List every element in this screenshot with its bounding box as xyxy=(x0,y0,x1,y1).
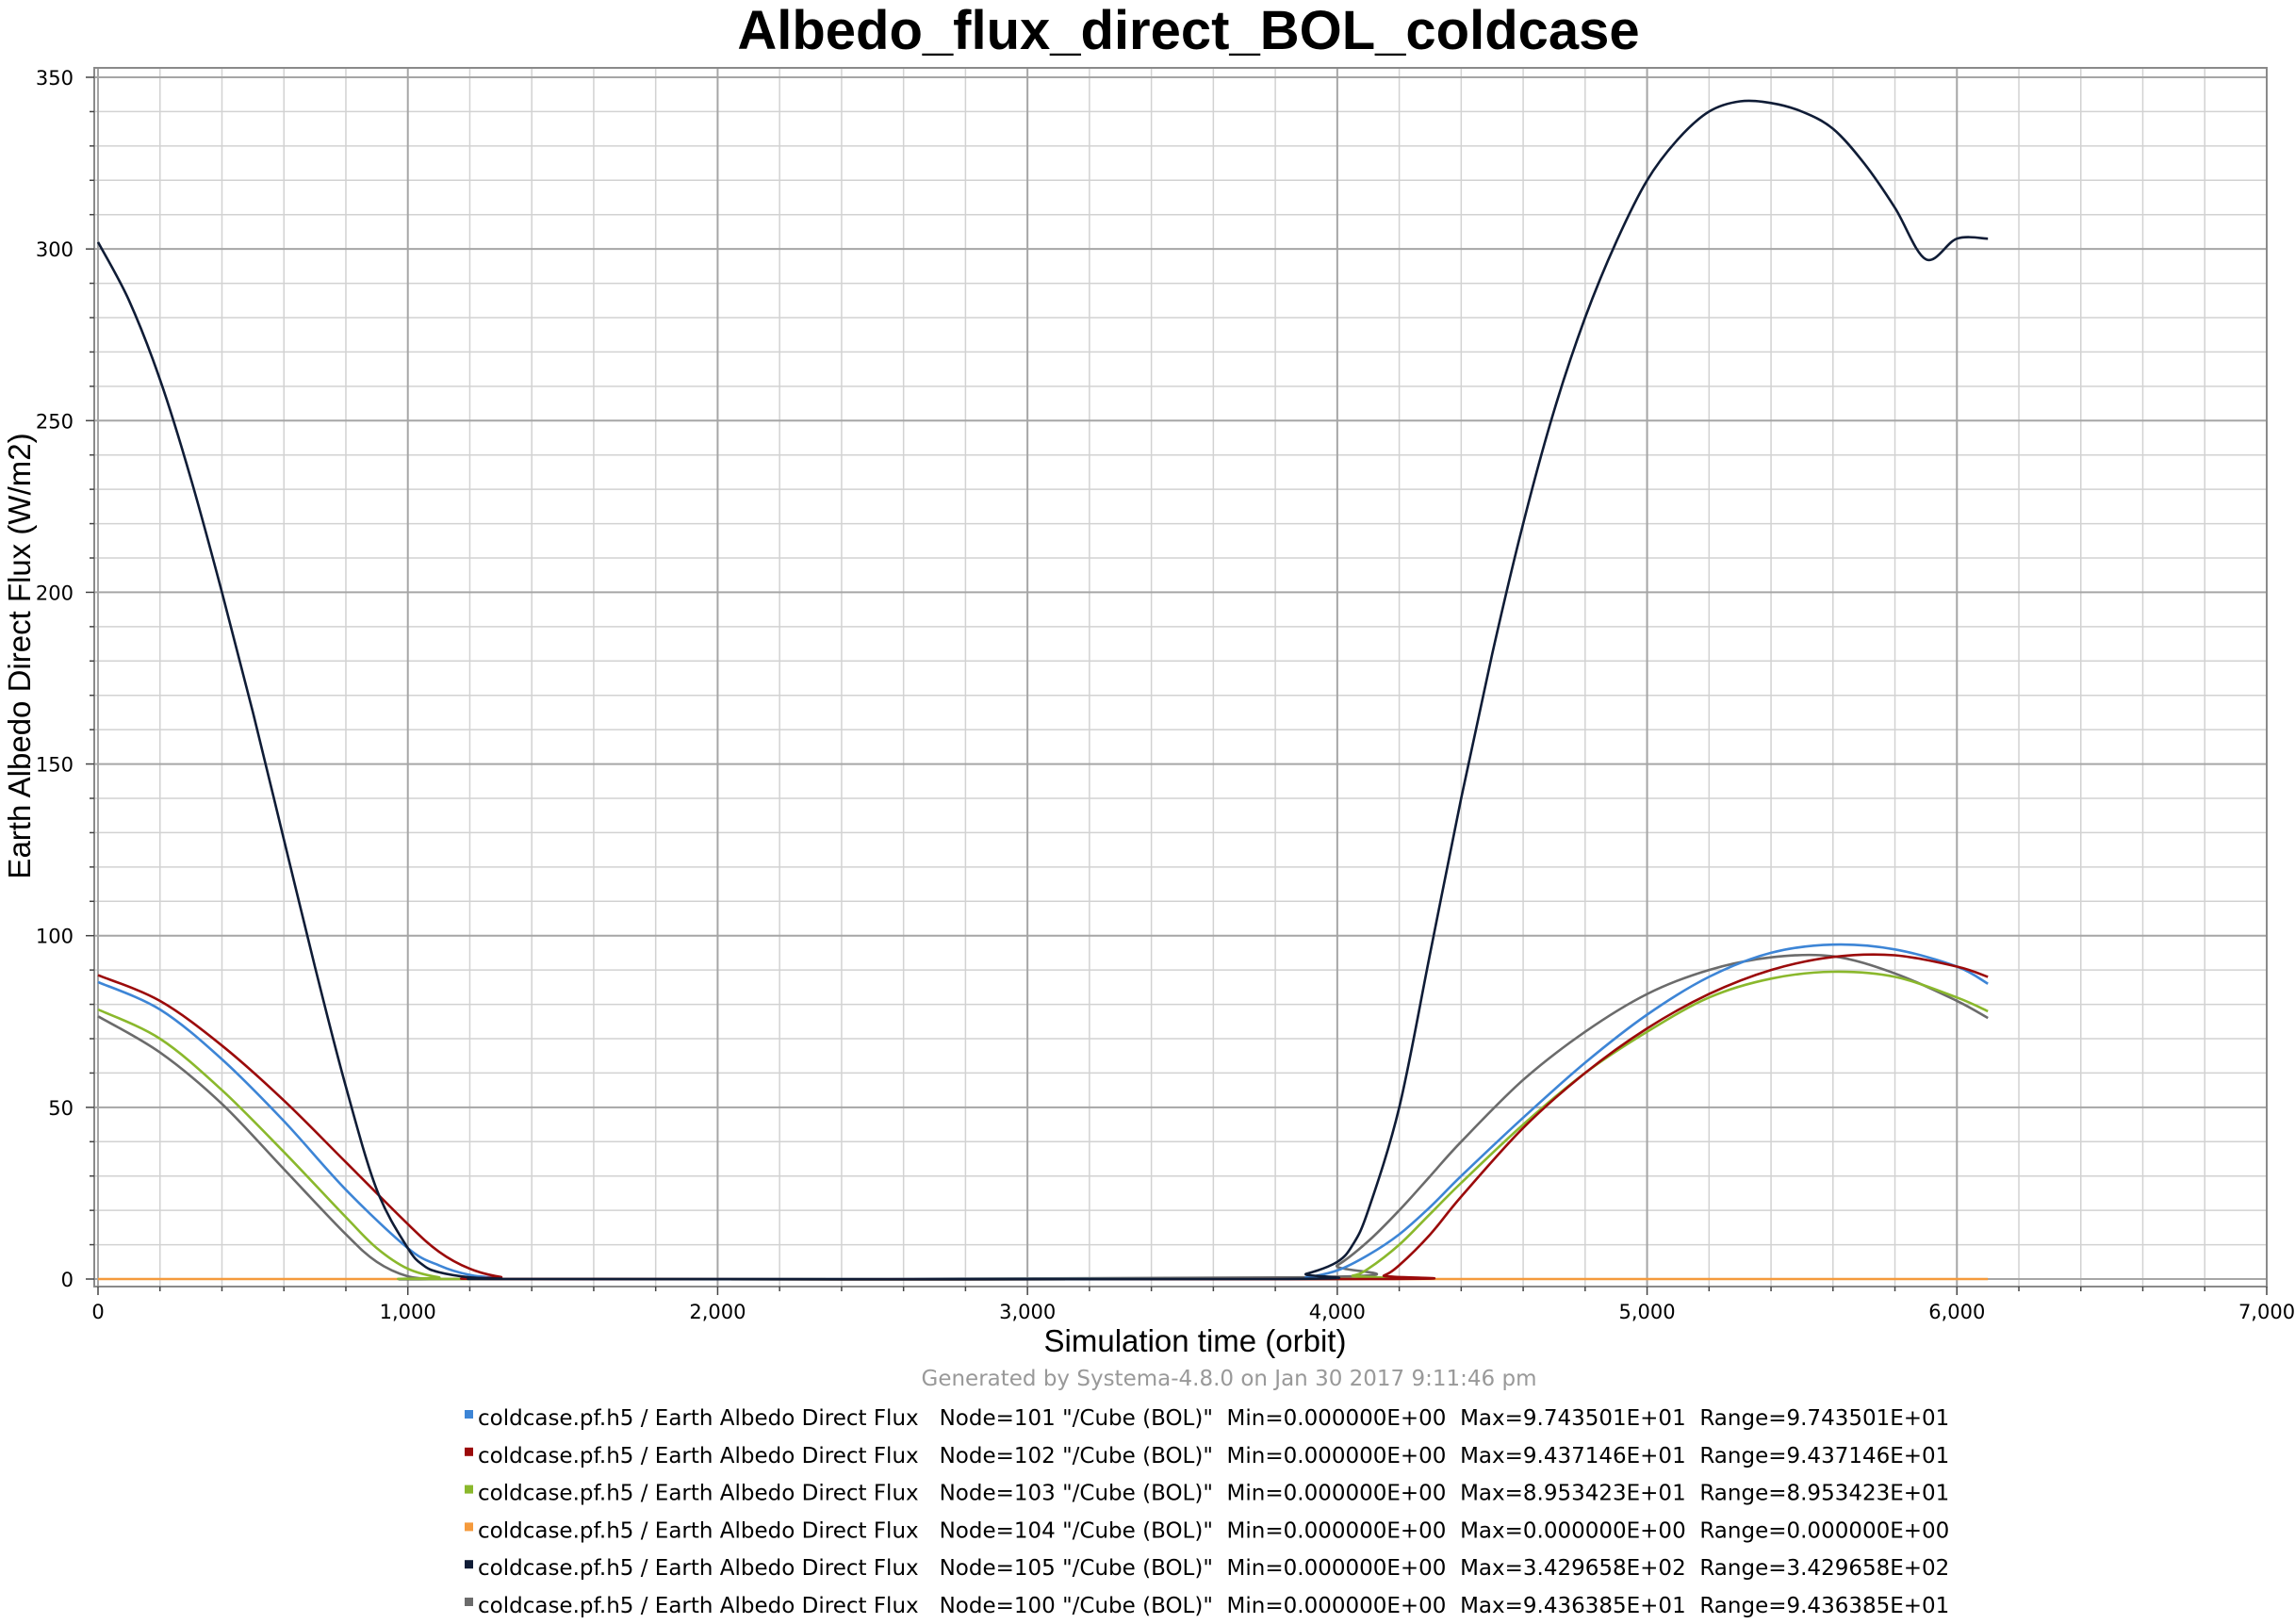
series-line-4 xyxy=(96,99,1989,1281)
legend-swatch xyxy=(465,1598,473,1606)
y-tick-label: 0 xyxy=(61,1269,74,1291)
y-tick-label: 200 xyxy=(36,582,74,604)
y-tick-label: 350 xyxy=(36,67,74,90)
legend-swatch xyxy=(465,1447,473,1456)
legend-entry: coldcase.pf.h5 / Earth Albedo Direct Flu… xyxy=(478,1556,1949,1581)
generated-footer: Generated by Systema-4.8.0 on Jan 30 201… xyxy=(922,1367,1537,1391)
x-tick-labels: 0 1,000 2,000 3,000 4,000 5,000 6,000 7,000 xyxy=(91,1301,2295,1323)
y-tick-label: 100 xyxy=(36,926,74,948)
plot-area-border xyxy=(93,67,2268,1288)
y-tick-label: 150 xyxy=(36,754,74,777)
legend-entry: coldcase.pf.h5 / Earth Albedo Direct Flu… xyxy=(478,1482,1949,1506)
legend-swatch xyxy=(465,1560,473,1569)
legend-swatch xyxy=(465,1485,473,1494)
legend-entry: coldcase.pf.h5 / Earth Albedo Direct Flu… xyxy=(478,1406,1949,1431)
x-tick-label: 0 xyxy=(91,1301,104,1323)
legend-entry: coldcase.pf.h5 / Earth Albedo Direct Flu… xyxy=(478,1444,1949,1468)
y-tick-label: 300 xyxy=(36,238,74,261)
major-gridlines xyxy=(94,68,2268,1287)
series-lines xyxy=(96,99,1989,1281)
x-axis-label: Simulation time (orbit) xyxy=(1044,1323,1347,1358)
x-tick-label: 4,000 xyxy=(1309,1301,1366,1323)
series-line-2 xyxy=(97,970,1989,1281)
x-tick-label: 3,000 xyxy=(999,1301,1056,1323)
legend-swatch xyxy=(465,1522,473,1532)
y-tick-labels: 0 50 100 150 200 250 300 350 xyxy=(36,67,74,1291)
y-tick-label: 250 xyxy=(36,410,74,433)
x-tick-label: 2,000 xyxy=(689,1301,746,1323)
axis-ticks xyxy=(86,76,2268,1295)
legend-entry: coldcase.pf.h5 / Earth Albedo Direct Flu… xyxy=(478,1518,1949,1543)
x-tick-label: 5,000 xyxy=(1619,1301,1676,1323)
x-tick-label: 6,000 xyxy=(1928,1301,1985,1323)
x-tick-label: 1,000 xyxy=(380,1301,436,1323)
x-tick-label: 7,000 xyxy=(2238,1301,2295,1323)
minor-gridlines xyxy=(94,68,2267,1287)
legend-entry: coldcase.pf.h5 / Earth Albedo Direct Flu… xyxy=(478,1594,1949,1618)
chart-title: Albedo_flux_direct_BOL_coldcase xyxy=(737,0,1639,61)
series-line-1 xyxy=(97,953,1989,1281)
y-tick-label: 50 xyxy=(48,1097,74,1120)
y-axis-label: Earth Albedo Direct Flux (W/m2) xyxy=(2,433,37,878)
legend-swatch xyxy=(465,1410,473,1419)
legend: coldcase.pf.h5 / Earth Albedo Direct Flu… xyxy=(465,1406,1949,1618)
